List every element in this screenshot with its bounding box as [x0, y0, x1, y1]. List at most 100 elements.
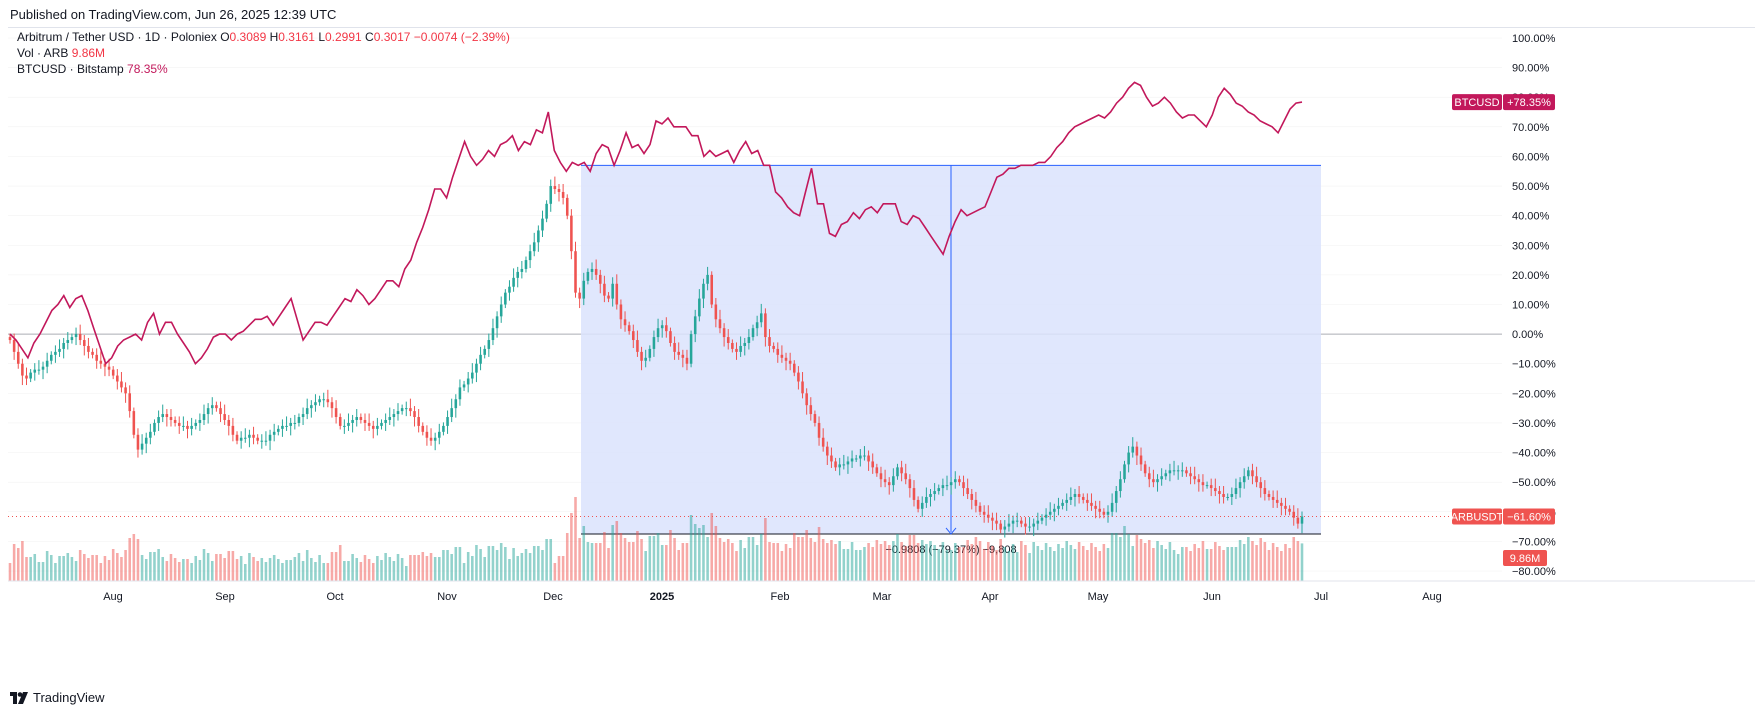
candle-body	[813, 414, 817, 423]
candle-body	[937, 488, 941, 492]
volume-bar	[570, 513, 573, 581]
volume-bar	[1172, 550, 1176, 581]
candle-body	[896, 467, 899, 477]
y-tick-label: 10.00%	[1512, 300, 1550, 312]
volume-bar	[1164, 549, 1168, 581]
candle-body	[739, 345, 742, 352]
candle-body	[821, 437, 825, 447]
candle-body	[702, 283, 705, 299]
candle-body	[863, 455, 866, 457]
candle-body	[726, 337, 730, 343]
volume-bar	[206, 553, 210, 581]
candle-body	[177, 422, 181, 426]
candle-body	[198, 419, 202, 423]
volume-bar	[29, 557, 32, 581]
volume-bar	[978, 541, 982, 581]
candle-body	[751, 328, 755, 338]
candle-body	[759, 313, 763, 323]
volume-bar	[859, 550, 862, 581]
candle-body	[380, 422, 383, 426]
volume-bar	[74, 561, 78, 581]
candle-body	[532, 242, 536, 252]
volume-bar	[854, 550, 858, 581]
candle-body	[648, 348, 652, 358]
candle-body	[1123, 464, 1126, 480]
legend-btc-value: 78.35%	[127, 62, 168, 76]
price-chart[interactable]: −0.9808 (−79.37%) −9,808 100.00%90.00%80…	[0, 27, 1755, 689]
candle-body	[722, 328, 726, 338]
volume-bar	[1073, 549, 1077, 581]
candle-body	[1292, 511, 1296, 518]
tradingview-logo-icon	[10, 691, 28, 704]
candle-body	[458, 387, 462, 400]
candle-body	[425, 431, 429, 438]
price-badges: BTCUSD +78.35% ARBUSDT −61.60% 9.86M	[8, 94, 1555, 566]
volume-bar	[425, 556, 429, 581]
candle-body	[834, 461, 837, 468]
candle-body	[920, 502, 924, 509]
arb-badge-value-bg	[1503, 508, 1555, 525]
candle-body	[665, 325, 668, 332]
y-tick-label: −10.00%	[1512, 359, 1556, 371]
candle-body	[343, 425, 346, 427]
candle-body	[660, 325, 664, 329]
candle-body	[949, 482, 953, 486]
candle-body	[504, 292, 507, 305]
candle-body	[590, 268, 594, 272]
volume-bar	[648, 536, 652, 581]
volume-bar	[516, 556, 519, 581]
candle-body	[169, 417, 173, 420]
volume-bar	[987, 542, 990, 581]
candle-body	[376, 425, 379, 429]
candle-body	[611, 283, 614, 299]
volume-bar	[916, 543, 920, 581]
volume-bar	[557, 556, 561, 581]
candle-body	[1172, 470, 1176, 472]
candle-body	[392, 414, 396, 418]
candle-body	[1214, 488, 1217, 492]
candle-body	[1156, 479, 1159, 483]
volume-bar	[553, 563, 557, 581]
candle-body	[545, 203, 548, 219]
candle-body	[516, 271, 519, 278]
candle-body	[239, 437, 243, 441]
volume-bar	[1267, 550, 1271, 581]
volume-bar	[1098, 551, 1102, 581]
candle-body	[454, 399, 458, 409]
volume-bar	[219, 554, 222, 581]
candle-body	[640, 351, 643, 361]
candle-body	[953, 479, 957, 483]
x-tick-label: Apr	[981, 591, 998, 603]
candle-body	[91, 351, 94, 355]
candle-body	[153, 422, 156, 432]
tradingview-logo[interactable]: TradingView	[10, 690, 105, 705]
volume-bar	[1214, 542, 1217, 581]
candle-body	[582, 280, 586, 299]
candle-body	[1284, 505, 1287, 509]
volume-bar	[1189, 551, 1192, 581]
candle-body	[1020, 520, 1023, 524]
volume-bar	[1168, 542, 1172, 581]
candle-body	[487, 340, 491, 349]
candle-body	[244, 437, 247, 439]
legend-vol-value: 9.86M	[71, 46, 106, 60]
candle-body	[128, 393, 131, 412]
volume-bar	[504, 547, 507, 581]
candle-body	[285, 425, 288, 427]
x-tick-label: 2025	[650, 591, 674, 603]
candle-body	[1271, 496, 1275, 500]
candle-body	[1065, 499, 1068, 503]
volume-bar	[182, 559, 185, 581]
x-tick-label: Sep	[215, 591, 235, 603]
candle-body	[892, 476, 895, 486]
volume-bar	[475, 545, 478, 581]
volume-bar	[784, 544, 788, 581]
volume-bar	[615, 521, 619, 581]
volume-bar	[495, 550, 499, 581]
volume-bar	[1090, 543, 1093, 581]
candle-body	[404, 408, 408, 410]
volume-bar	[8, 563, 12, 581]
candle-body	[359, 417, 363, 420]
volume-bar	[1242, 544, 1246, 581]
candle-body	[1147, 473, 1151, 480]
